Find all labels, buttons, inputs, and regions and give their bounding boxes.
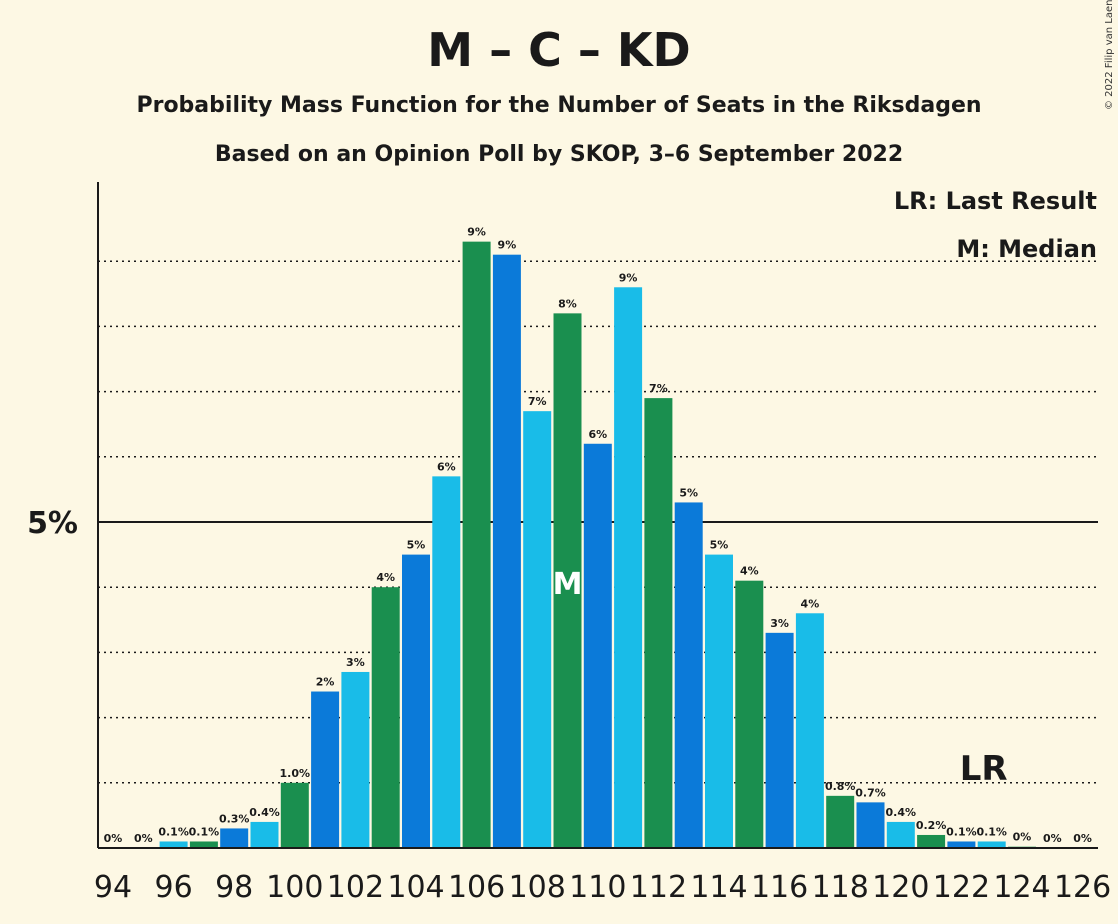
bar-seats-104 [402,554,430,848]
data-label-seats-101: 2% [316,676,335,689]
x-tick-94: 94 [94,870,132,905]
x-tick-122: 122 [933,870,990,905]
bar-seats-112 [644,398,673,848]
x-tick-116: 116 [751,870,808,905]
bar-seats-96 [159,841,188,848]
bar-seats-123 [977,841,1006,848]
bar-seats-105 [432,476,461,848]
x-tick-124: 124 [993,870,1050,905]
x-tick-112: 112 [630,870,687,905]
data-label-seats-120: 0.4% [886,806,917,819]
bar-seats-111 [614,287,643,848]
data-label-seats-110: 6% [588,428,607,441]
bar-seats-120 [886,821,915,848]
data-label-seats-126: 0% [1073,832,1092,845]
data-label-seats-97: 0.1% [189,825,220,838]
bar-seats-117 [795,613,824,848]
bar-seats-122 [947,841,976,848]
x-tick-110: 110 [569,870,626,905]
data-label-seats-95: 0% [134,832,153,845]
bar-seats-103 [371,587,400,848]
x-tick-106: 106 [448,870,505,905]
bar-seats-99 [250,821,279,848]
x-tick-98: 98 [215,870,253,905]
data-label-seats-113: 5% [679,486,698,499]
x-tick-108: 108 [509,870,566,905]
data-label-seats-103: 4% [376,571,395,584]
data-label-seats-116: 3% [770,617,789,630]
copyright-text: © 2022 Filip van Laenen [1104,0,1115,110]
chart-subtitle-2: Based on an Opinion Poll by SKOP, 3–6 Se… [215,142,903,167]
data-label-seats-106: 9% [467,226,486,239]
data-label-seats-94: 0% [104,832,123,845]
bar-seats-106 [462,241,491,848]
data-label-seats-104: 5% [407,539,426,552]
data-labels: 0% 0%0.1% 0.1%0.3%0.4%1.0%2%3%4%5%6%9%9%7%… [104,226,1092,845]
bar-seats-98 [220,828,249,848]
data-label-seats-121: 0.2% [916,819,947,832]
bar-seats-109 [553,313,582,848]
data-label-seats-107: 9% [498,239,517,252]
data-label-seats-117: 4% [801,597,820,610]
data-label-seats-108: 7% [528,395,547,408]
bar-seats-100 [280,782,309,848]
data-label-seats-118: 0.8% [825,780,856,793]
legend-median: M: Median [956,235,1097,263]
data-label-seats-105: 6% [437,460,456,473]
data-label-seats-114: 5% [710,539,729,552]
x-tick-96: 96 [155,870,193,905]
data-label-seats-124: 0% [1013,831,1032,844]
data-label-seats-96: 0.1% [158,825,189,838]
bar-seats-107 [492,254,521,848]
data-label-seats-100: 1.0% [280,767,311,780]
bar-seats-116 [765,632,794,848]
x-tick-120: 120 [872,870,929,905]
bar-seats-101 [311,691,340,848]
bar-seats-97 [189,841,218,848]
bar-seats-115 [735,580,764,848]
y-tick-label: 5% [27,506,78,541]
bar-seats-102 [341,671,370,848]
data-label-seats-125: 0% [1043,832,1062,845]
x-tick-118: 118 [812,870,869,905]
bars [159,241,1036,848]
x-tick-126: 126 [1054,870,1111,905]
legend-last-result: LR: Last Result [894,187,1097,215]
data-label-seats-123: 0.1% [976,825,1007,838]
chart-subtitle: Probability Mass Function for the Number… [136,93,981,118]
x-tick-104: 104 [387,870,444,905]
x-tick-100: 100 [266,870,323,905]
bar-seats-121 [917,834,946,848]
bar-seats-114 [705,554,733,848]
bar-seats-119 [856,802,885,848]
x-tick-102: 102 [327,870,384,905]
last-result-marker: LR [960,749,1008,789]
data-label-seats-111: 9% [619,271,638,284]
data-label-seats-99: 0.4% [249,806,280,819]
data-label-seats-115: 4% [740,565,759,578]
data-label-seats-119: 0.7% [855,786,886,799]
bar-seats-113 [674,502,703,848]
data-label-seats-109: 8% [558,297,577,310]
median-marker: M [553,567,583,602]
data-label-seats-98: 0.3% [219,812,250,825]
bar-seats-110 [583,443,612,848]
x-tick-labels: 94 96 98 100 102 104 106 108 110 112 114 116 118 120 1… [94,870,1111,905]
bar-seats-108 [523,411,552,848]
bar-seats-118 [826,795,855,848]
data-label-seats-102: 3% [346,656,365,669]
x-tick-114: 114 [690,870,747,905]
data-label-seats-112: 7% [649,382,668,395]
data-label-seats-122: 0.1% [946,825,977,838]
chart-title: M – C – KD [427,23,690,77]
